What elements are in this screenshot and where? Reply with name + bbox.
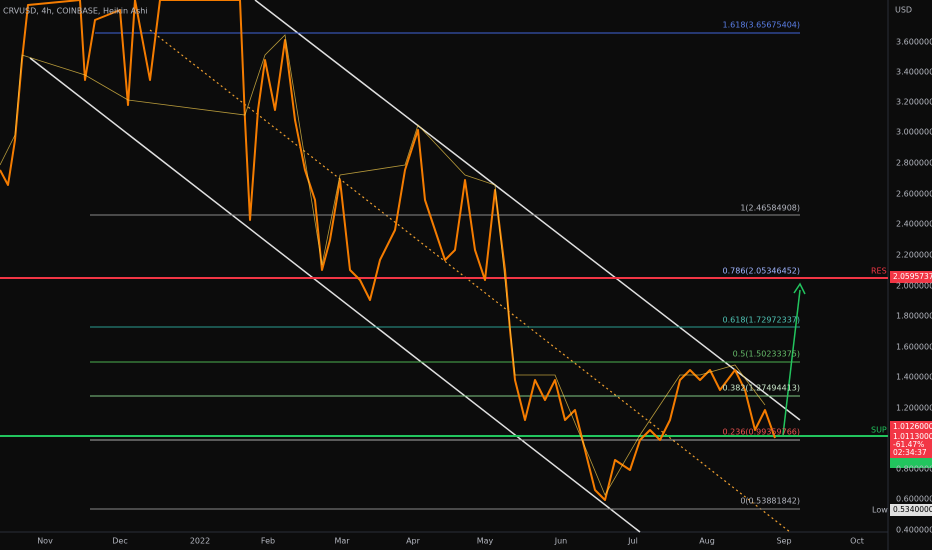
price-label: 2.40000000 [896,220,932,229]
price-tag: -61.47% [893,440,924,449]
arrow-head [793,282,806,295]
fib-label: 0.5(1.50233375) [733,350,800,359]
price-label: 1.60000000 [896,343,932,352]
low-label: Low [872,506,888,515]
price-label: 3.60000000 [896,38,932,47]
time-label: Oct [850,537,864,546]
symbol-title: CRVUSD, 4h, COINBASE, Heikin Ashi [3,7,148,16]
time-label: May [477,537,494,546]
tag-box [890,458,932,468]
price-tag: 1.01260000 [893,422,932,431]
time-label: Mar [334,537,350,546]
price-label: 2.60000000 [896,190,932,199]
fib-label: 0.618(1.72972337) [723,316,801,325]
currency: USD [895,6,912,15]
res-label: RES [871,267,887,276]
price-label: 1.40000000 [896,373,932,382]
time-label: 2022 [190,537,210,546]
price-label: 0.60000000 [896,495,932,504]
time-label: Nov [37,537,53,546]
time-label: Jul [627,537,638,546]
price-label: 2.20000000 [896,251,932,260]
price-label: 0.40000000 [896,526,932,535]
price-tag: 02:34:37 [893,448,927,457]
price-label: 0.80000000 [896,465,932,474]
price-label: 1.80000000 [896,312,932,321]
price-label: 3.00000000 [896,128,932,137]
price-label: 2.00000000 [896,282,932,291]
channel-upper [254,0,801,421]
tag-box [890,504,932,516]
sup-label: SUP [871,426,887,435]
fib-label: 0(0.53881842) [740,497,800,506]
tag-box [890,421,932,458]
price-wicks [0,34,766,496]
fib-label: 1.618(3.65675404) [723,21,801,30]
price-label: 3.20000000 [896,98,932,107]
target-arrow [782,289,801,436]
fib-label: 1(2.46584908) [740,204,800,213]
time-label: Jun [554,537,568,546]
channel-lower [29,57,641,533]
time-label: Apr [406,537,421,546]
fib-label: 0.236(0.99359766) [723,428,801,437]
price-tag: 1.01130000 [893,432,932,441]
price-tag: 2.05957370 [893,272,932,281]
channel-mid [149,29,791,533]
tag-box [890,271,932,283]
fib-label: 0.786(2.05346452) [723,267,801,276]
time-label: Dec [112,537,127,546]
time-label: Feb [261,537,275,546]
time-label: Sep [776,537,791,546]
price-label: 2.80000000 [896,159,932,168]
fib-label: 0.382(1.27494413) [723,384,801,393]
price-label: 1.20000000 [896,404,932,413]
price-label: 3.40000000 [896,68,932,77]
price-tag: 0.53400000 [893,505,932,514]
price-line [0,0,776,501]
time-label: Aug [699,537,715,546]
